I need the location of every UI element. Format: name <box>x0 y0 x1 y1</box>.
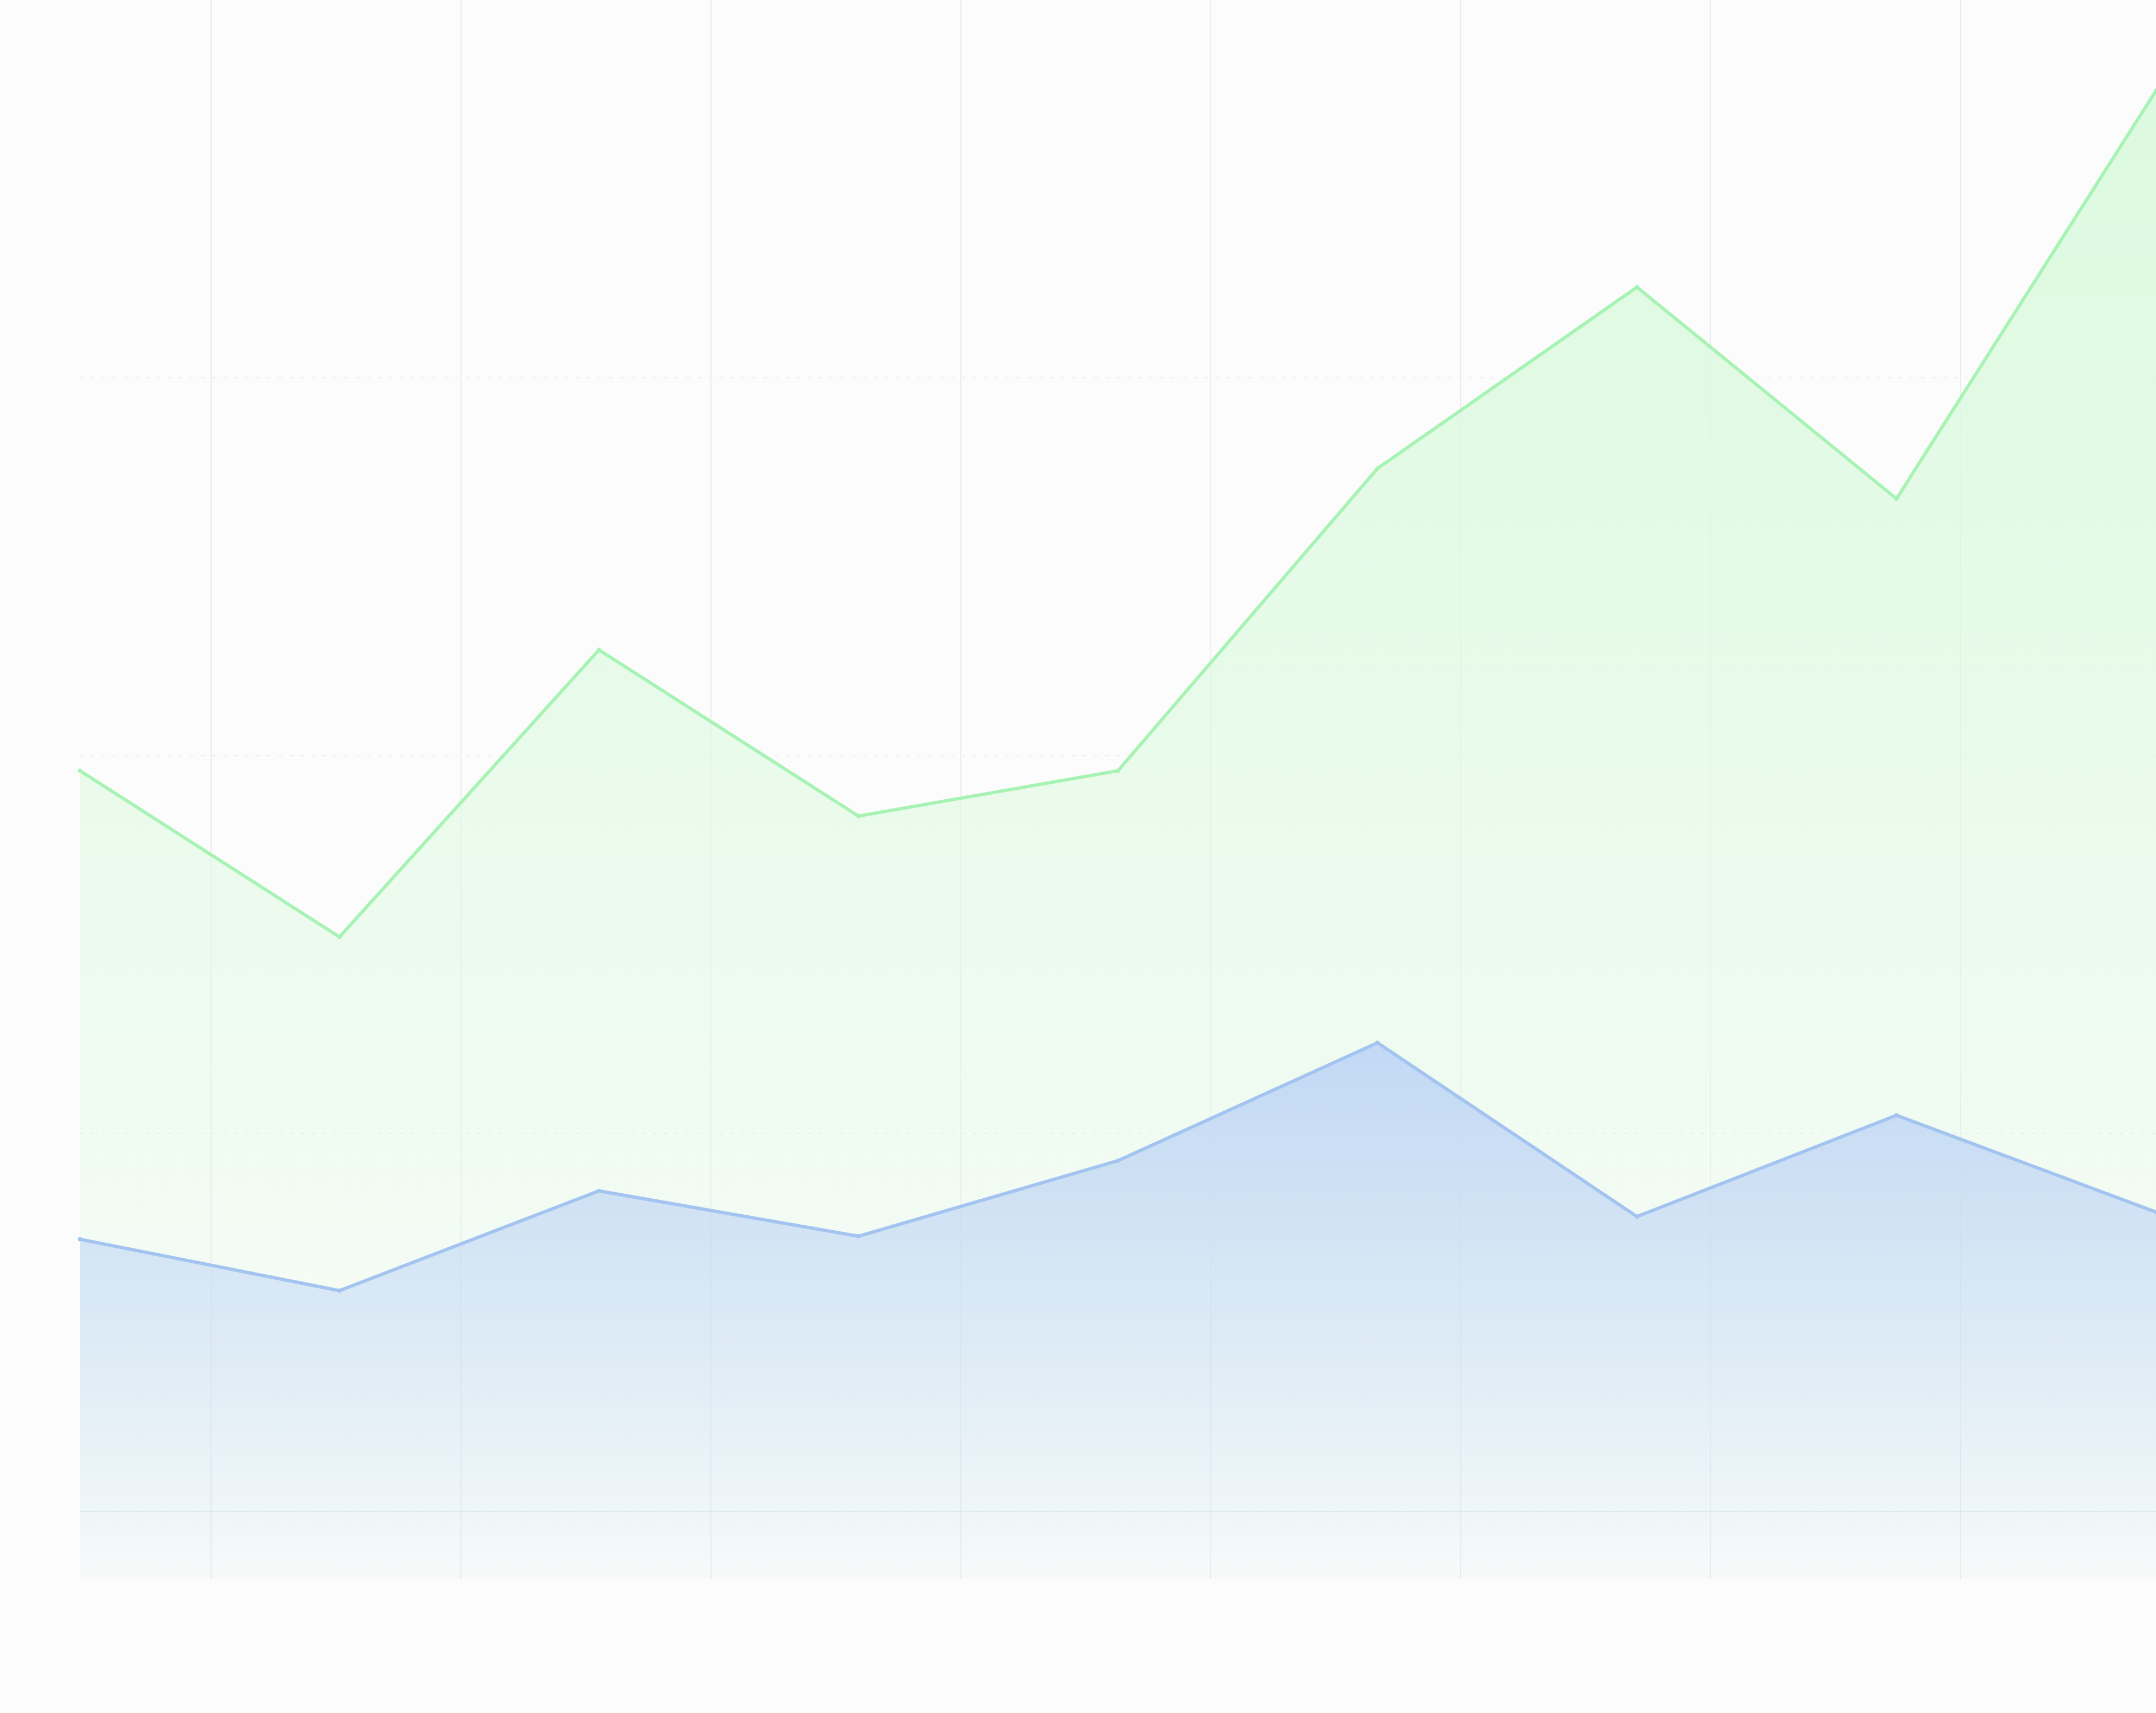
green-data-point <box>78 768 82 773</box>
green-data-point <box>1375 466 1380 471</box>
series-layer <box>78 88 2156 1579</box>
green-data-point <box>856 814 861 818</box>
blue-data-point <box>337 1288 342 1293</box>
green-data-point <box>337 935 342 940</box>
blue-data-point <box>1375 1040 1380 1045</box>
blue-data-point <box>1116 1158 1120 1163</box>
green-data-point <box>1894 496 1899 501</box>
green-data-point <box>2154 88 2156 93</box>
blue-data-point <box>596 1188 601 1193</box>
blue-data-point <box>1635 1214 1639 1219</box>
green-data-point <box>1635 284 1639 289</box>
green-data-point <box>596 648 601 653</box>
blue-data-point <box>856 1233 861 1238</box>
blue-data-point <box>2154 1210 2156 1215</box>
blue-data-point <box>1894 1113 1899 1118</box>
blue-data-point <box>78 1237 82 1242</box>
blue-series-area <box>80 1043 2156 1579</box>
green-data-point <box>1116 768 1120 773</box>
